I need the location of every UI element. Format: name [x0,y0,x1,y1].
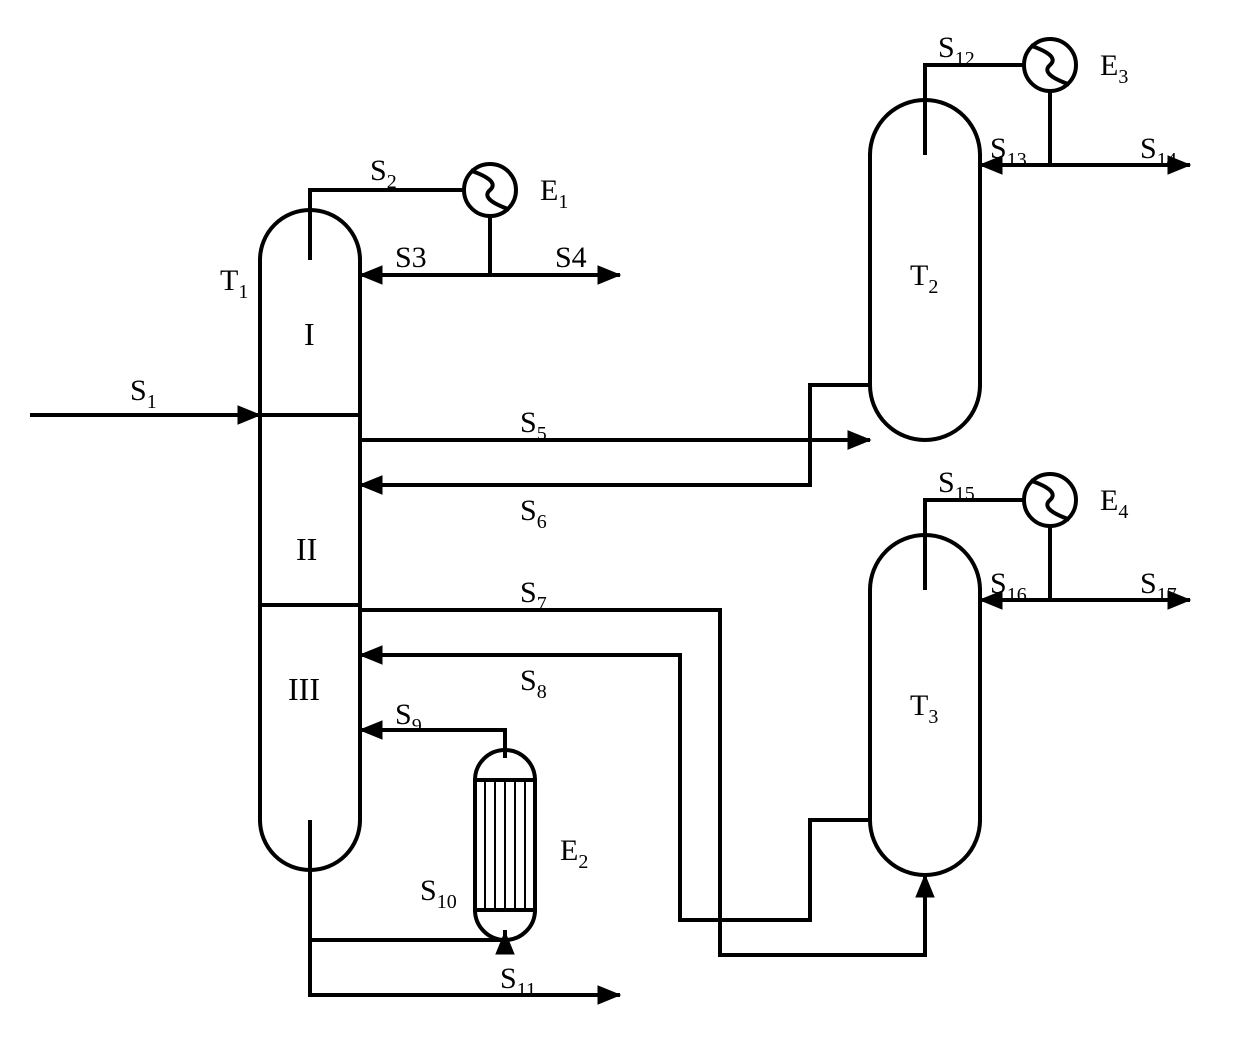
label-e3: E3 [1100,49,1128,88]
label-t1-section-III: III [288,671,320,707]
label-t1-section-I: I [304,316,315,352]
label-t3: T3 [910,689,938,728]
label-stream-S8: S8 [520,664,547,703]
label-stream-S2: S2 [370,154,397,193]
label-t1-section-II: II [296,531,317,567]
label-stream-S4: S4 [555,241,587,274]
label-stream-S1: S1 [130,374,157,413]
label-t1: T1 [220,264,248,303]
label-e4: E4 [1100,484,1128,523]
label-e2: E2 [560,834,588,873]
label-stream-S3: S3 [395,241,427,274]
label-stream-S10: S10 [420,874,457,913]
label-t2: T2 [910,259,938,298]
label-e1: E1 [540,174,568,213]
label-stream-S6: S6 [520,494,547,533]
